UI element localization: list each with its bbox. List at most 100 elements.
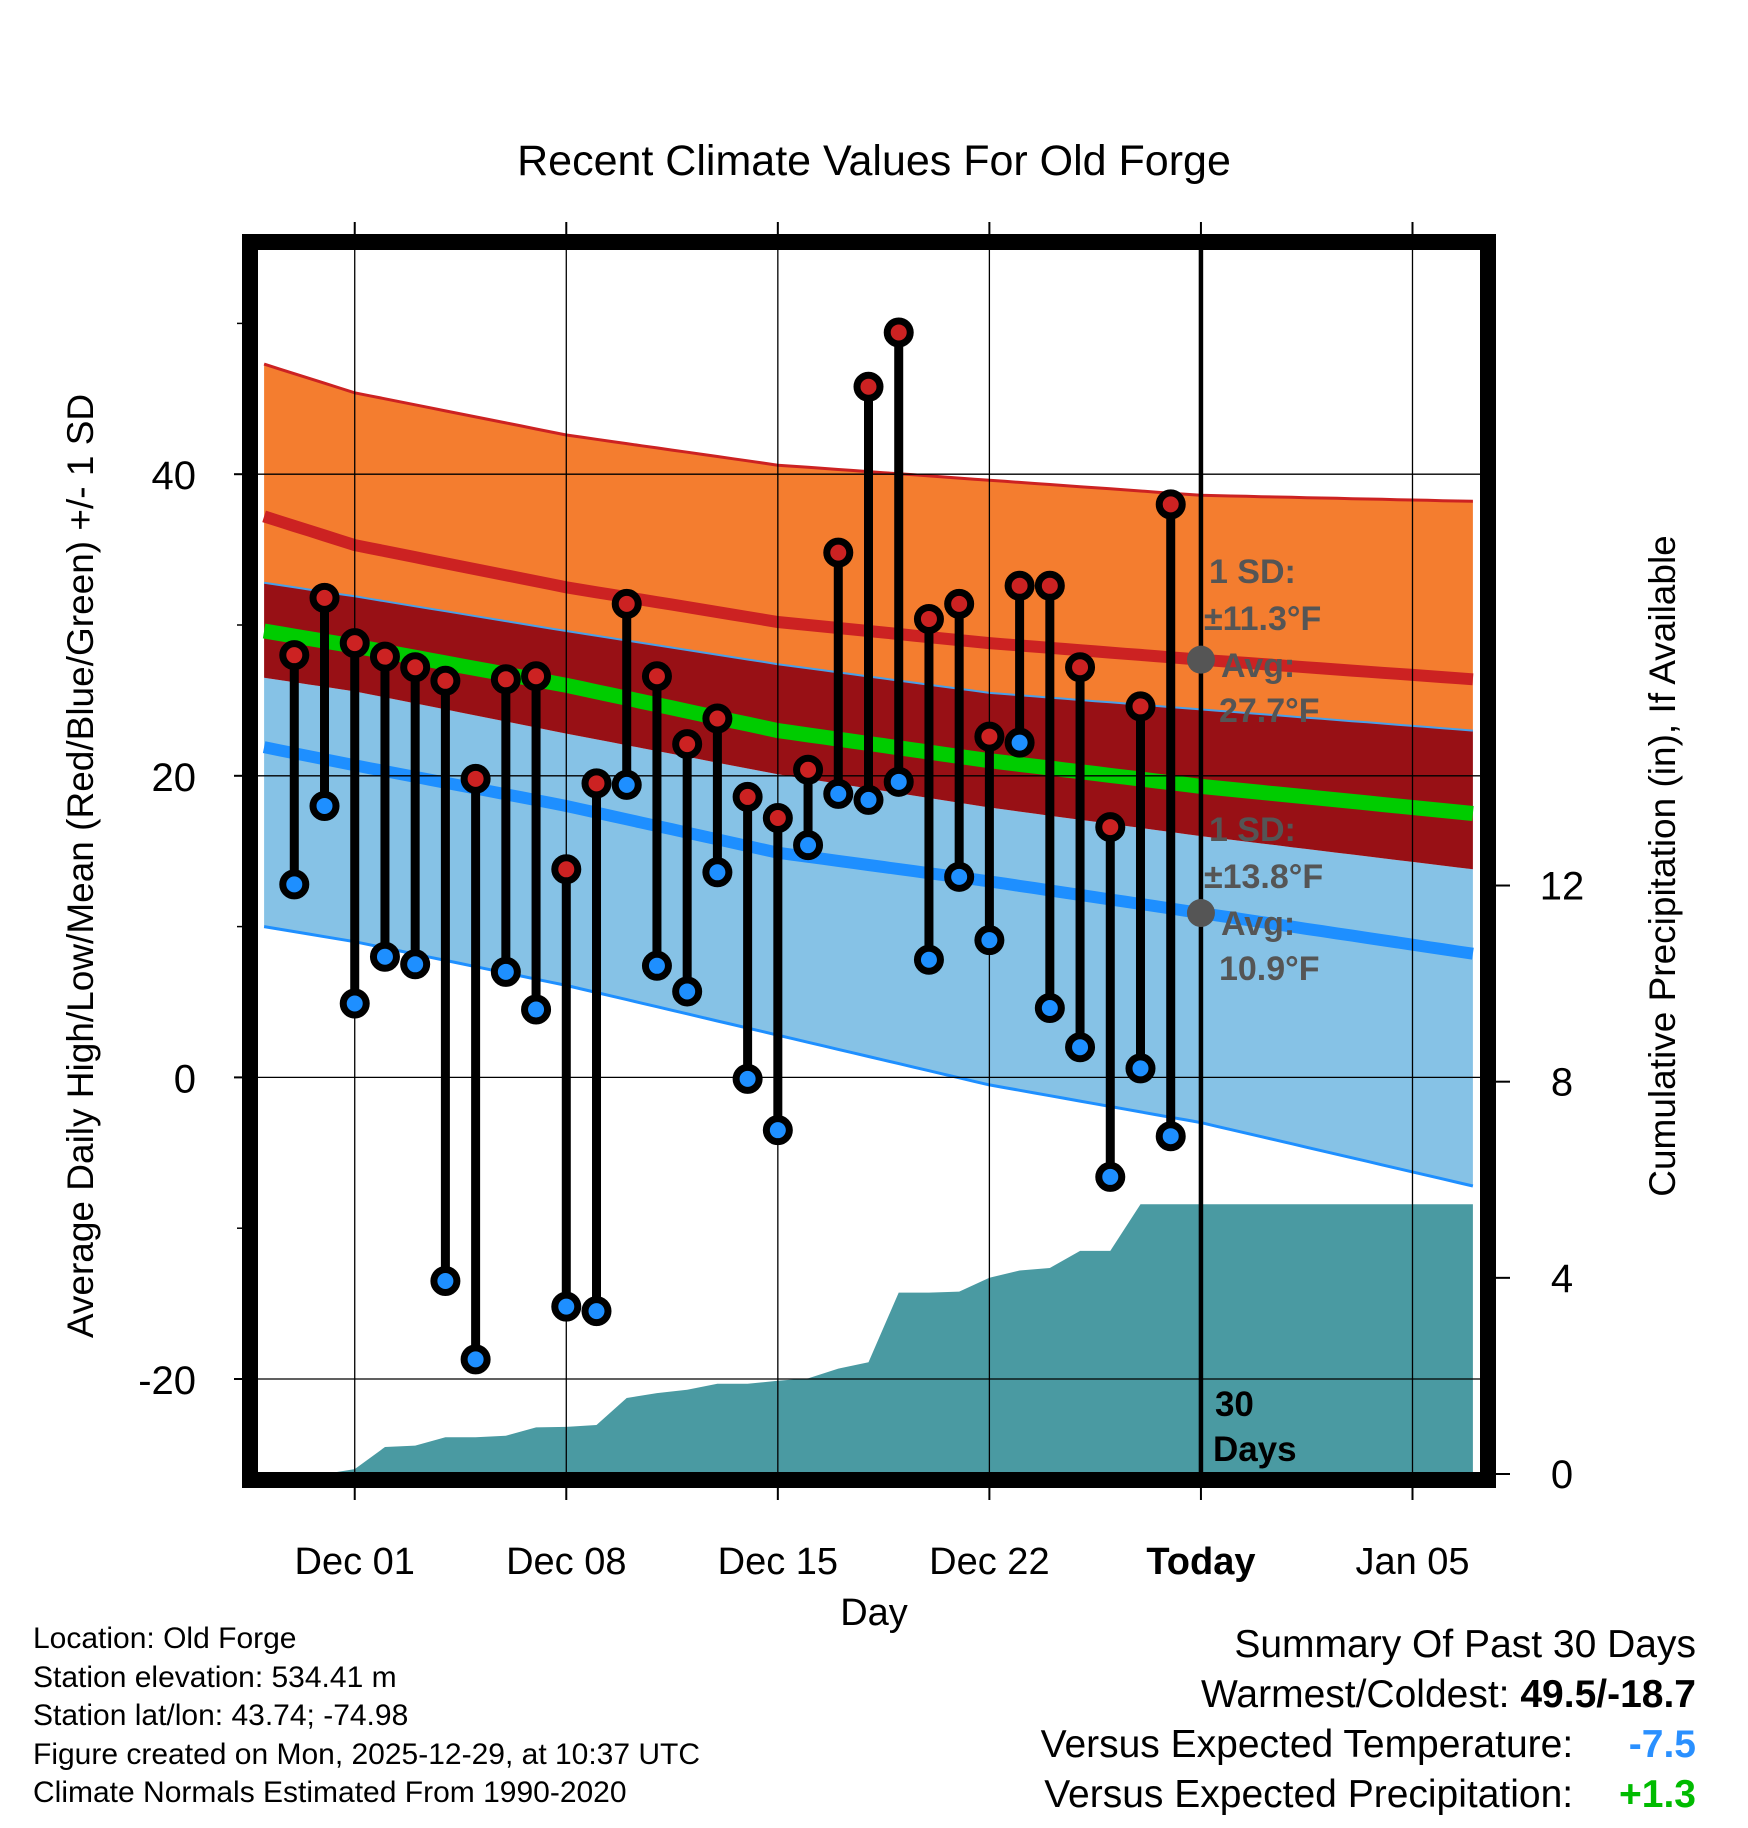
high-avg-marker [1186,645,1215,674]
station-info: Location: Old Forge Station elevation: 5… [33,1620,700,1813]
period-number: 30 [1215,1385,1254,1424]
low-marker [279,869,310,900]
high-marker [581,768,612,799]
y-right-tick-label: 12 [1540,865,1585,909]
high-marker [400,652,431,683]
low-marker [400,949,431,980]
low-marker [1034,993,1065,1024]
latlon-text: Station lat/lon: 43.74; -74.98 [33,1699,409,1732]
high-marker [672,729,703,760]
y-right-tick-label: 8 [1551,1061,1573,1105]
high-marker [944,588,975,619]
location-text: Location: Old Forge [33,1622,297,1655]
low-avg-marker [1186,899,1215,928]
low-marker [1004,727,1035,758]
low-marker [490,956,521,987]
low-sd-value: ±13.8°F [1204,858,1323,896]
y-axis-label: Average Daily High/Low/Mean (Red/Blue/Gr… [60,394,101,1338]
high-marker [762,803,793,834]
low-sd-title: 1 SD: [1209,811,1296,849]
x-tick-label: Dec 15 [718,1541,838,1583]
low-marker [309,790,340,821]
x-tick-label: Today [1146,1541,1255,1583]
low-marker [793,830,824,861]
low-marker [702,857,733,888]
x-tick-label: Dec 08 [506,1541,626,1583]
x-tick-label: Dec 22 [929,1541,1049,1583]
high-marker [1065,652,1096,683]
high-avg-title: Avg: [1221,647,1295,685]
low-lower-edge [263,925,1474,1188]
temp-label: Versus Expected Temperature: [1040,1723,1574,1766]
high-marker [974,721,1005,752]
summary-panel: Summary Of Past 30 Days Warmest/Coldest:… [1041,1620,1696,1820]
low-marker [732,1063,763,1094]
low-marker [913,944,944,975]
high-marker [369,641,400,672]
period-unit: Days [1213,1430,1297,1469]
high-marker [853,371,884,402]
low-avg-title: Avg: [1221,905,1295,943]
precip-label: Versus Expected Precipitation: [1044,1773,1574,1816]
low-marker [672,976,703,1007]
high-marker [702,703,733,734]
summary-precip: Versus Expected Precipitation: +1.3 [1041,1770,1696,1820]
low-marker [581,1296,612,1327]
high-avg-value: 27.7°F [1219,692,1320,730]
warm-cold-label: Warmest/Coldest: [1201,1673,1510,1716]
low-marker [944,861,975,892]
low-marker [974,925,1005,956]
high-marker [1155,489,1186,520]
x-axis-label: Day [840,1592,908,1634]
high-sd-title: 1 SD: [1209,553,1296,591]
high-sd-value: ±11.3°F [1204,600,1321,638]
high-marker [732,781,763,812]
y-tick-label: 20 [152,756,197,800]
high-marker [339,628,370,659]
high-marker [1095,812,1126,843]
low-marker [369,941,400,972]
plot-frame [242,234,1496,1488]
normals-text: Climate Normals Estimated From 1990-2020 [33,1776,627,1809]
low-marker [521,994,552,1025]
low-marker [1065,1032,1096,1063]
high-marker [309,582,340,613]
low-marker [823,778,854,809]
high-marker [793,754,824,785]
high-marker [521,661,552,692]
high-marker [1125,691,1156,722]
low-marker [1155,1121,1186,1152]
low-marker [460,1344,491,1375]
high-marker [611,588,642,619]
chart-title: Recent Climate Values For Old Forge [517,137,1231,185]
elevation-text: Station elevation: 534.41 m [33,1660,397,1694]
summary-temp: Versus Expected Temperature: -7.5 [1041,1720,1696,1770]
summary-title: Summary Of Past 30 Days [1234,1623,1696,1666]
high-marker [1034,570,1065,601]
warm-cold-value: 49.5/-18.7 [1520,1673,1696,1716]
y-tick-label: 0 [174,1057,196,1101]
y-right-tick-label: 4 [1551,1257,1573,1301]
low-marker [853,784,884,815]
y-tick-label: 40 [152,454,197,498]
temp-value: -7.5 [1628,1723,1696,1766]
y-right-tick-label: 0 [1551,1453,1573,1497]
low-marker [551,1291,582,1322]
precip-area [264,1204,1473,1474]
high-marker [551,854,582,885]
x-tick-label: Jan 05 [1355,1541,1469,1583]
created-text: Figure created on Mon, 2025-12-29, at 10… [33,1737,701,1771]
precip-value: +1.3 [1619,1773,1696,1816]
high-marker [279,640,310,671]
y-tick-label: -20 [138,1359,196,1403]
high-marker [913,603,944,634]
high-marker [883,317,914,348]
high-marker [1004,570,1035,601]
low-marker [339,988,370,1019]
high-marker [641,661,672,692]
high-marker [460,763,491,794]
high-marker [490,664,521,695]
low-marker [430,1265,461,1296]
summary-warm-cold: Warmest/Coldest: 49.5/-18.7 [1041,1670,1696,1720]
